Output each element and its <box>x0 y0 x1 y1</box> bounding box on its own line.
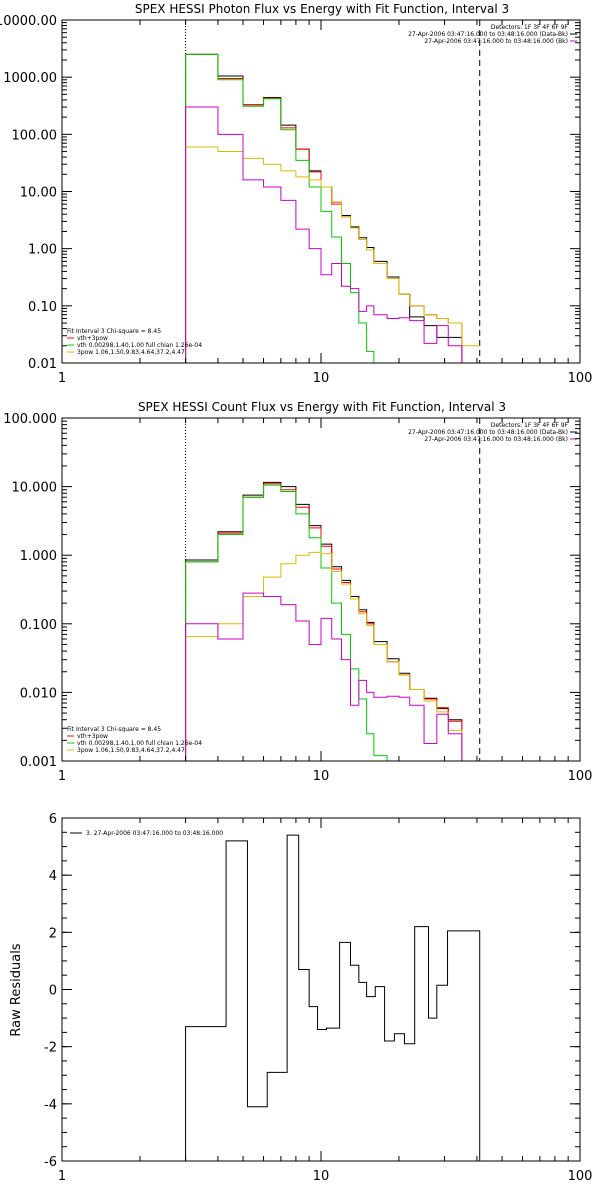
count-flux-x-tick-label: 10 <box>313 769 330 784</box>
residuals-x-tick-label: 1 <box>58 1169 66 1184</box>
count-flux-x-tick-label: 100 <box>568 769 593 784</box>
photon-flux-series-2 <box>185 53 375 363</box>
count-flux-series-4 <box>185 592 463 761</box>
photon-flux-x-tick-label: 1 <box>58 371 66 386</box>
residuals-x-axis: 1 10 100 <box>58 818 593 1184</box>
photon-flux-plot-area <box>185 20 481 363</box>
count-flux-legend-entry: vth+3pow <box>77 733 108 740</box>
residuals-x-tick-label: 100 <box>568 1169 593 1184</box>
count-flux-series-3 <box>185 551 480 761</box>
count-flux-legend-entry: 3pow 1.06,1.50,9.83,4.64,37.2,4.47 <box>77 747 185 754</box>
photon-flux-x-tick-label: 10 <box>313 371 330 386</box>
count-flux-legend-entry: 27-Apr-2006 03:47:16.000 to 03:48:16.000… <box>408 429 568 436</box>
count-flux-y-axis: 0.001 0.010 0.100 1.000 10.000 100.000 <box>3 412 580 770</box>
residuals-y-tick-label: 0 <box>49 984 57 999</box>
residuals-legend: 3. 27-Apr-2006 03:47:16.000 to 03:48:16.… <box>70 830 223 837</box>
photon-flux-y-tick-label: 1.00 <box>28 243 57 258</box>
residuals-y-tick-label: 6 <box>49 812 57 827</box>
residuals-x-tick-label: 10 <box>313 1169 330 1184</box>
count-flux-legend-bottom-left: Fit Interval 3 Chi-square = 8.45vth+3pow… <box>67 726 202 754</box>
count-flux-chart-title: SPEX HESSI Count Flux vs Energy with Fit… <box>138 400 506 414</box>
residuals-series-0 <box>185 834 481 1161</box>
count-flux-y-tick-label: 0.001 <box>20 755 57 770</box>
count-flux-legend-entry: Fit Interval 3 Chi-square = 8.45 <box>67 726 161 733</box>
count-flux-chart: SPEX HESSI Count Flux vs Energy with Fit… <box>3 400 593 784</box>
residuals-legend-entry: 3. 27-Apr-2006 03:47:16.000 to 03:48:16.… <box>86 830 223 837</box>
count-flux-legend-entry: 27-Apr-2006 03:47:16.000 to 03:48:16.000… <box>424 436 568 443</box>
photon-flux-legend-bottom-left: Fit Interval 3 Chi-square = 8.45vth+3pow… <box>67 328 202 356</box>
count-flux-y-tick-label: 0.010 <box>20 686 57 701</box>
photon-flux-y-tick-label: 0.01 <box>28 357 57 372</box>
residuals-plot-area <box>185 834 481 1161</box>
count-flux-x-axis: 1 10 100 <box>58 418 593 784</box>
photon-flux-y-tick-label: 100.00 <box>12 128 58 143</box>
count-flux-y-tick-label: 100.000 <box>3 412 57 427</box>
count-flux-plot-area <box>185 418 481 761</box>
photon-flux-y-tick-label: 0.10 <box>28 300 57 315</box>
photon-flux-legend-entry: 3pow 1.06,1.50,9.83,4.64,37.2,4.47 <box>77 349 185 356</box>
photon-flux-y-tick-label: 10.00 <box>20 186 57 201</box>
count-flux-series-2 <box>185 484 388 761</box>
photon-flux-chart-title: SPEX HESSI Photon Flux vs Energy with Fi… <box>135 2 509 16</box>
residuals-y-tick-label: -2 <box>44 1041 57 1056</box>
photon-flux-chart: SPEX HESSI Photon Flux vs Energy with Fi… <box>0 2 593 386</box>
photon-flux-x-tick-label: 100 <box>568 371 593 386</box>
count-flux-y-tick-label: 0.100 <box>20 618 57 633</box>
photon-flux-y-tick-label: 10000.00 <box>0 14 57 29</box>
photon-flux-y-axis: 0.01 0.10 1.00 10.00 100.00 1000.00 10000.00 <box>0 14 580 372</box>
count-flux-y-tick-label: 1.000 <box>20 549 57 564</box>
photon-flux-legend-entry: 27-Apr-2006 03:47:16.000 to 03:48:16.000… <box>408 31 568 38</box>
count-flux-legend-entry: vth 0.00298,1.40,1.00 full chian 1.26e-0… <box>77 740 202 747</box>
count-flux-y-tick-label: 10.000 <box>12 481 58 496</box>
residuals-y-tick-label: -6 <box>44 1155 57 1170</box>
count-flux-legend-entry: Detectors: 1F 3F 4F 6F 9F <box>491 422 569 429</box>
photon-flux-series-3 <box>185 146 480 363</box>
count-flux-x-tick-label: 1 <box>58 769 66 784</box>
residuals-y-tick-label: -4 <box>44 1098 57 1113</box>
photon-flux-y-tick-label: 1000.00 <box>3 71 57 86</box>
residuals-y-axis-label: Raw Residuals <box>9 943 24 1036</box>
residuals-y-axis: -6 -4 -2 0 2 4 6 <box>44 812 580 1170</box>
photon-flux-x-axis: 1 10 100 <box>58 20 593 386</box>
photon-flux-legend-entry: vth+3pow <box>77 335 108 342</box>
residuals-y-tick-label: 2 <box>49 926 57 941</box>
photon-flux-legend-entry: Fit Interval 3 Chi-square = 8.45 <box>67 328 161 335</box>
residuals-chart: Raw Residuals 3. 27-Apr-2006 03:47:16.00… <box>9 812 592 1184</box>
residuals-y-tick-label: 4 <box>49 869 57 884</box>
photon-flux-legend-entry: vth 0.00298,1.40,1.00 full chian 1.26e-0… <box>77 342 202 349</box>
photon-flux-series-4 <box>185 106 463 363</box>
photon-flux-legend-entry: 27-Apr-2006 03:47:16.000 to 03:48:16.000… <box>424 38 568 45</box>
photon-flux-legend-entry: Detectors: 1F 3F 4F 6F 9F <box>491 24 569 31</box>
